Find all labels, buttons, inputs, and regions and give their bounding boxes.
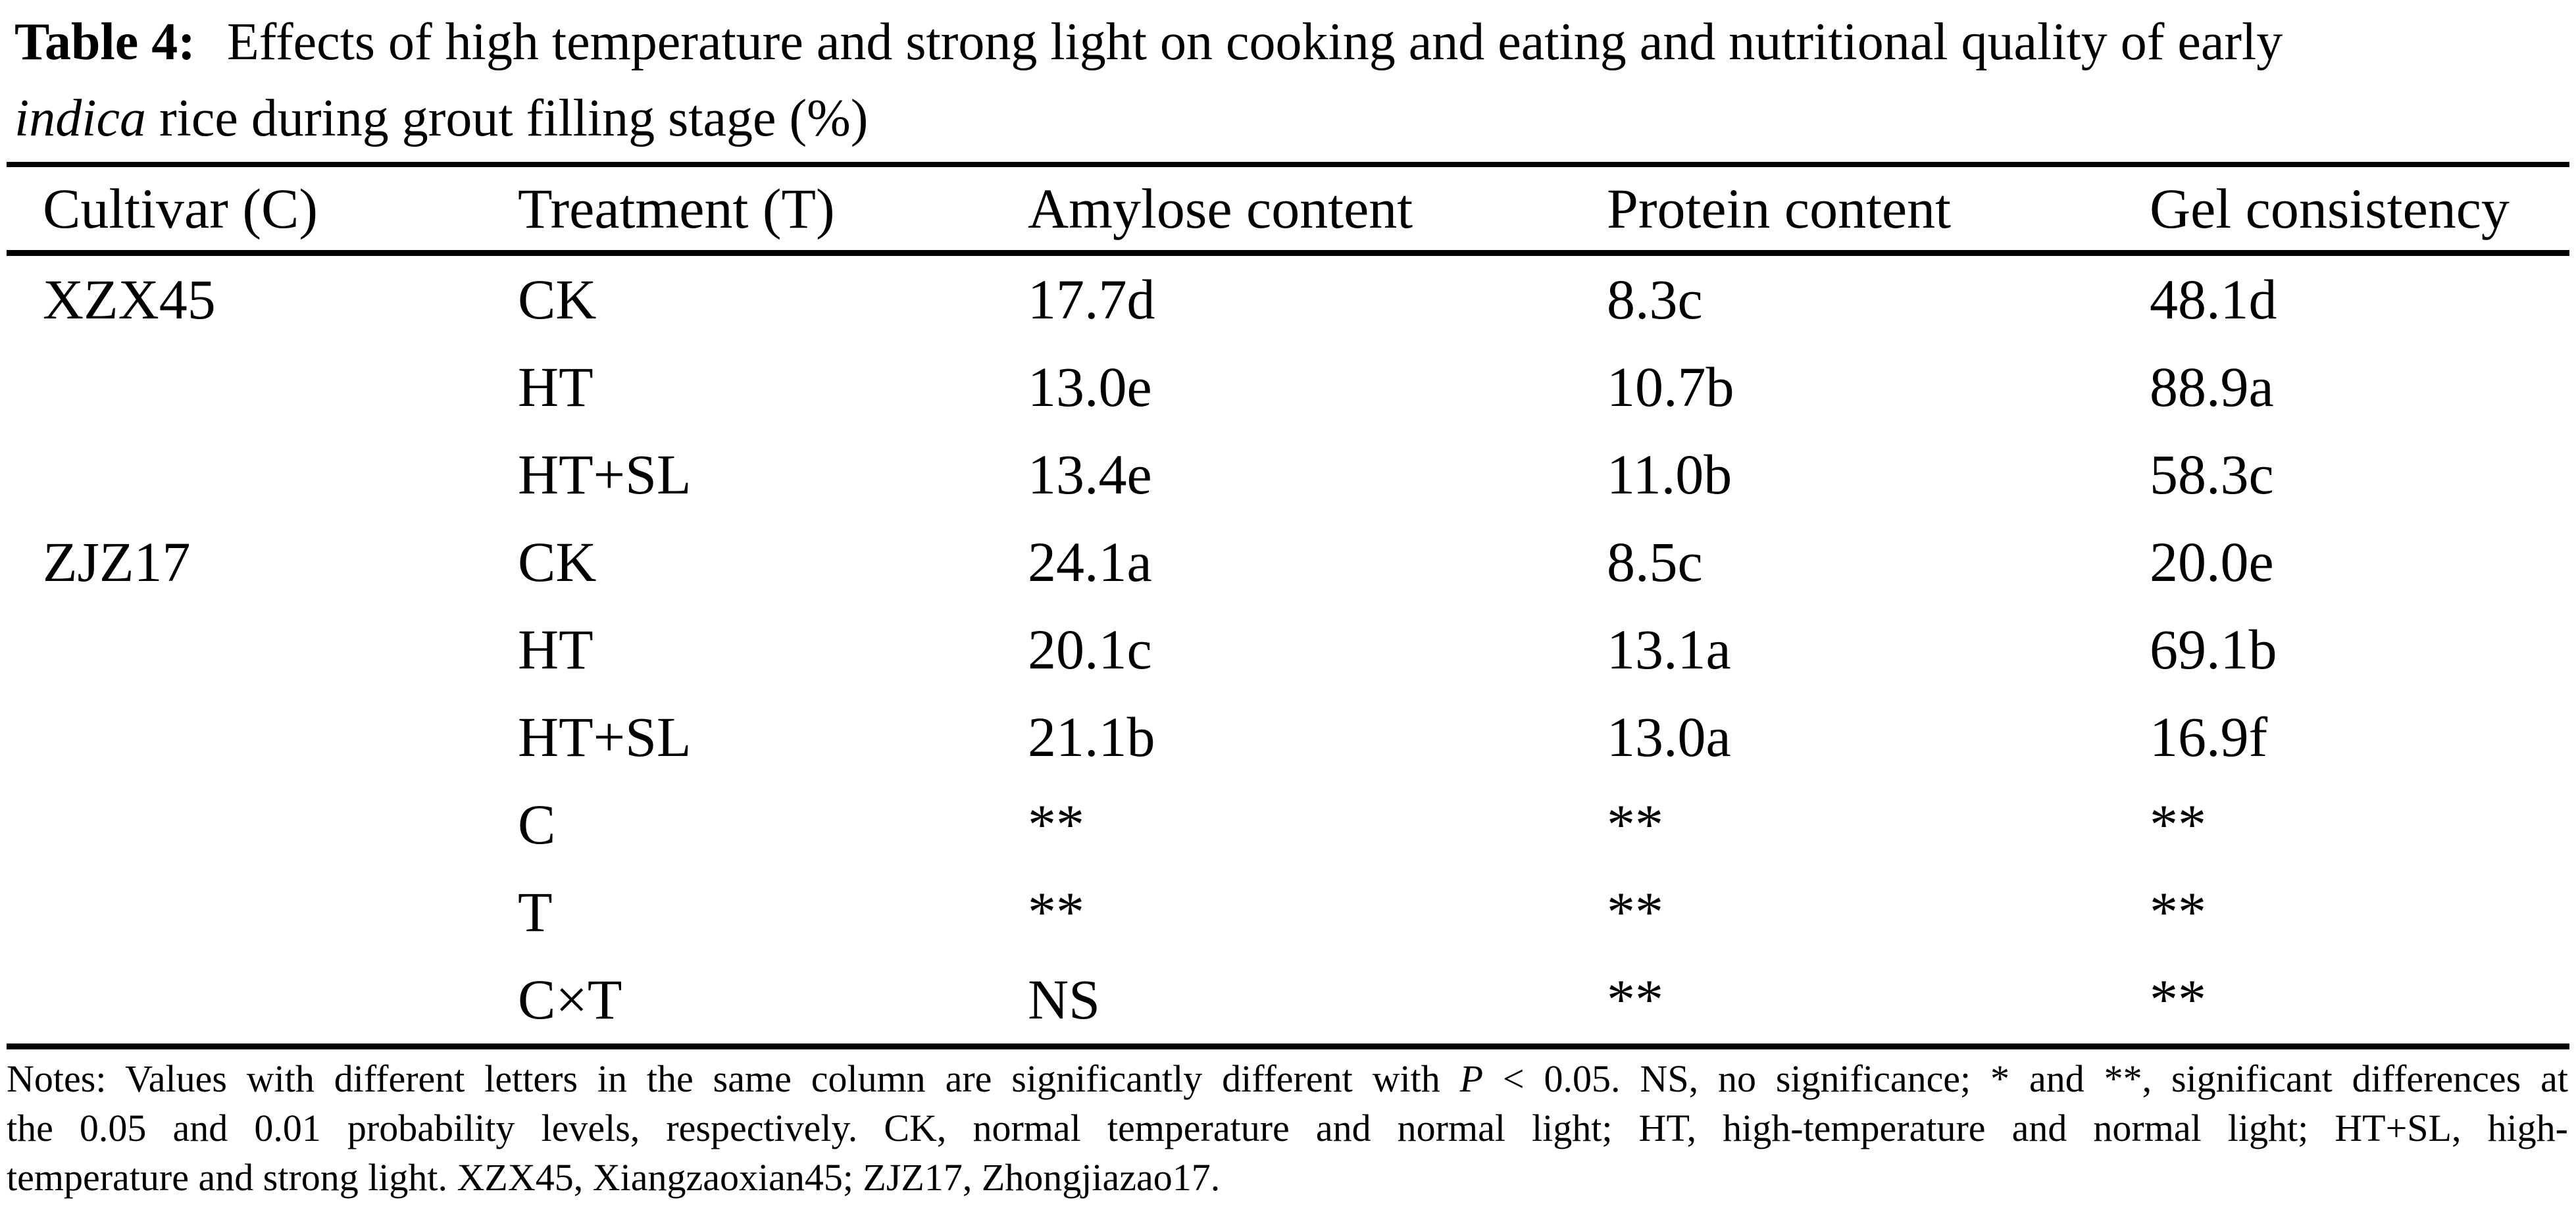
cell-gel: ** xyxy=(2150,793,2206,856)
cell-protein: 8.3c xyxy=(1607,268,1703,331)
table-row-significance: C×T NS ** ** xyxy=(0,956,2576,1043)
cell-cultivar: ZJZ17 xyxy=(43,530,191,593)
caption-text-line2: rice during grout filling stage (%) xyxy=(145,89,869,147)
cell-cultivar xyxy=(43,606,518,693)
cell-gel: ** xyxy=(2150,880,2206,943)
header-protein: Protein content xyxy=(1607,177,1952,240)
header-gel: Gel consistency xyxy=(2150,177,2510,240)
table-row-significance: C ** ** ** xyxy=(0,781,2576,868)
data-table: Cultivar (C) Treatment (T) Amylose conte… xyxy=(0,162,2576,1049)
cell-protein: ** xyxy=(1607,793,1663,856)
cell-protein: 10.7b xyxy=(1607,355,1734,418)
table-notes: Notes: Values with different letters in … xyxy=(7,1054,2568,1202)
cell-cultivar xyxy=(43,693,518,781)
cell-protein: 13.1a xyxy=(1607,618,1731,681)
table-bottom-rule xyxy=(7,1043,2569,1049)
cell-cultivar xyxy=(43,431,518,518)
cell-cultivar xyxy=(43,956,518,1043)
cell-treatment: T xyxy=(518,880,553,943)
cell-treatment: HT+SL xyxy=(518,705,692,768)
cell-amylose: 21.1b xyxy=(1028,705,1155,768)
table-header-row: Cultivar (C) Treatment (T) Amylose conte… xyxy=(0,167,2576,250)
cell-amylose: 17.7d xyxy=(1028,268,1155,331)
cell-treatment: HT+SL xyxy=(518,443,692,506)
notes-text-1b: < 0.05. NS, no significance; * and **, s… xyxy=(1483,1057,2568,1100)
header-treatment: Treatment (T) xyxy=(518,177,835,240)
cell-protein: ** xyxy=(1607,880,1663,943)
cell-gel: 69.1b xyxy=(2150,618,2277,681)
table-body: XZX45 CK 17.7d 8.3c 48.1d HT 13.0e 10.7b… xyxy=(0,256,2576,1043)
notes-text-1a: Notes: Values with different letters in … xyxy=(7,1057,1460,1100)
table-row: HT+SL 21.1b 13.0a 16.9f xyxy=(0,693,2576,781)
table-number-label: Table 4: xyxy=(14,13,195,71)
table-top-rule xyxy=(7,162,2569,167)
cell-cultivar xyxy=(43,868,518,956)
notes-line-1: Notes: Values with different letters in … xyxy=(7,1054,2568,1103)
cell-treatment: CK xyxy=(518,268,597,331)
table-row-significance: T ** ** ** xyxy=(0,868,2576,956)
cell-treatment: C xyxy=(518,793,556,856)
header-cultivar: Cultivar (C) xyxy=(43,177,318,240)
cell-treatment: HT xyxy=(518,618,593,681)
table-row: HT+SL 13.4e 11.0b 58.3c xyxy=(0,431,2576,518)
cell-treatment: C×T xyxy=(518,968,622,1031)
notes-line-3: temperature and strong light. XZX45, Xia… xyxy=(7,1156,1221,1199)
cell-protein: 13.0a xyxy=(1607,705,1731,768)
table-row: ZJZ17 CK 24.1a 8.5c 20.0e xyxy=(0,518,2576,606)
caption-line-2: indica rice during grout filling stage (… xyxy=(14,80,2564,157)
table-header-rule xyxy=(7,250,2569,256)
notes-line-2: the 0.05 and 0.01 probability levels, re… xyxy=(7,1107,2568,1149)
cell-amylose: 13.0e xyxy=(1028,355,1152,418)
cell-protein: 11.0b xyxy=(1607,443,1732,506)
caption-line-1: Table 4: Effects of high temperature and … xyxy=(14,4,2564,80)
cell-cultivar xyxy=(43,343,518,431)
cell-cultivar: XZX45 xyxy=(43,268,216,331)
table-row: HT 13.0e 10.7b 88.9a xyxy=(0,343,2576,431)
cell-gel: 20.0e xyxy=(2150,530,2274,593)
cell-amylose: ** xyxy=(1028,793,1084,856)
table-caption: Table 4: Effects of high temperature and … xyxy=(14,0,2564,157)
cell-treatment: CK xyxy=(518,530,597,593)
cell-amylose: NS xyxy=(1028,968,1100,1031)
cell-cultivar xyxy=(43,781,518,868)
cell-amylose: ** xyxy=(1028,880,1084,943)
cell-amylose: 13.4e xyxy=(1028,443,1152,506)
cell-amylose: 24.1a xyxy=(1028,530,1152,593)
cell-amylose: 20.1c xyxy=(1028,618,1152,681)
cell-treatment: HT xyxy=(518,355,593,418)
cell-gel: ** xyxy=(2150,968,2206,1031)
cell-gel: 88.9a xyxy=(2150,355,2274,418)
p-value-symbol: P xyxy=(1459,1057,1484,1100)
cell-gel: 58.3c xyxy=(2150,443,2274,506)
caption-text-line1: Effects of high temperature and strong l… xyxy=(226,13,2283,71)
caption-indica-italic: indica xyxy=(14,89,146,147)
table-row: XZX45 CK 17.7d 8.3c 48.1d xyxy=(0,256,2576,343)
cell-protein: ** xyxy=(1607,968,1663,1031)
header-amylose: Amylose content xyxy=(1028,177,1413,240)
table-row: HT 20.1c 13.1a 69.1b xyxy=(0,606,2576,693)
cell-gel: 16.9f xyxy=(2150,705,2268,768)
cell-protein: 8.5c xyxy=(1607,530,1703,593)
cell-gel: 48.1d xyxy=(2150,268,2277,331)
